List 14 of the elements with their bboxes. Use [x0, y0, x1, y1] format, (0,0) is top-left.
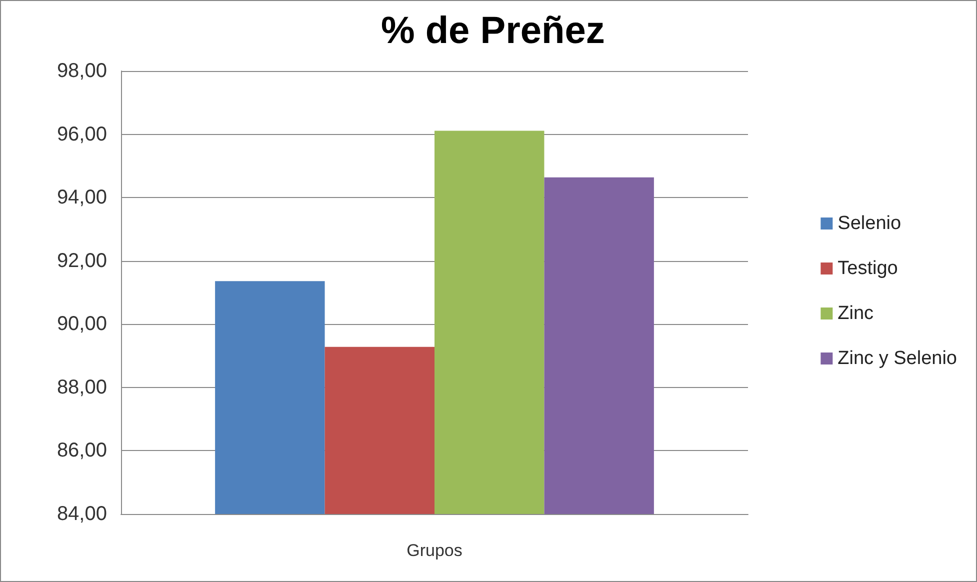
y-tick-label: 86,00	[56, 440, 107, 462]
legend-label: Selenio	[838, 213, 902, 234]
y-tick-label: 92,00	[56, 250, 107, 272]
x-tick-label: Grupos	[406, 541, 462, 560]
legend-label: Testigo	[838, 258, 898, 279]
legend-label: Zinc y Selenio	[838, 348, 958, 369]
y-tick-label: 88,00	[56, 376, 107, 398]
y-tick-label: 84,00	[56, 503, 107, 525]
y-tick-label: 90,00	[56, 313, 107, 336]
legend-label: Zinc	[838, 303, 874, 324]
chart-title: % de Preñez	[381, 10, 605, 52]
y-tick-label: 96,00	[56, 123, 107, 146]
y-tick-label: 98,00	[56, 60, 107, 82]
y-tick-label: 94,00	[56, 186, 107, 209]
